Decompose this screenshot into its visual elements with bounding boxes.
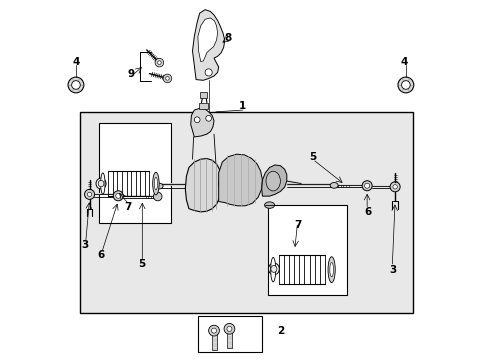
Text: 7: 7 (294, 220, 302, 230)
Ellipse shape (265, 171, 280, 191)
Circle shape (205, 116, 211, 121)
Bar (199, 103, 207, 109)
Circle shape (72, 81, 80, 89)
Ellipse shape (329, 262, 333, 277)
Circle shape (84, 189, 94, 199)
Circle shape (401, 81, 409, 89)
Bar (80, 112, 412, 313)
Bar (99, 123, 171, 223)
Circle shape (165, 77, 169, 80)
Ellipse shape (270, 257, 275, 282)
Polygon shape (261, 165, 286, 196)
Ellipse shape (329, 183, 337, 188)
Ellipse shape (98, 180, 104, 187)
Circle shape (208, 325, 219, 336)
Circle shape (226, 326, 231, 331)
Circle shape (392, 185, 396, 189)
Circle shape (113, 191, 123, 201)
Text: 6: 6 (364, 207, 371, 217)
Circle shape (157, 61, 161, 64)
Text: 5: 5 (308, 152, 316, 162)
Bar (211, 330, 216, 350)
Circle shape (155, 58, 163, 67)
Bar (198, 316, 262, 352)
Ellipse shape (96, 178, 106, 189)
Text: 8: 8 (224, 33, 231, 43)
Polygon shape (190, 108, 214, 137)
Circle shape (389, 182, 399, 192)
Circle shape (397, 77, 413, 93)
Ellipse shape (155, 183, 163, 189)
Ellipse shape (268, 263, 279, 275)
Text: 6: 6 (97, 250, 104, 260)
Text: 2: 2 (276, 325, 284, 336)
Circle shape (211, 328, 216, 333)
Bar (226, 329, 231, 348)
Circle shape (153, 192, 162, 201)
Ellipse shape (270, 266, 276, 273)
Circle shape (163, 74, 171, 83)
Text: 4: 4 (72, 57, 80, 67)
Circle shape (364, 183, 369, 188)
Text: 5: 5 (139, 259, 145, 269)
Circle shape (87, 192, 92, 197)
Text: 7: 7 (124, 202, 131, 212)
Polygon shape (192, 10, 224, 80)
Circle shape (194, 117, 200, 123)
Bar (267, 205, 346, 295)
Circle shape (204, 69, 212, 76)
Circle shape (116, 193, 121, 198)
Circle shape (224, 323, 234, 334)
Text: 9: 9 (128, 69, 135, 79)
Text: 3: 3 (81, 239, 88, 249)
Ellipse shape (154, 177, 157, 190)
Polygon shape (185, 158, 220, 212)
Ellipse shape (101, 173, 105, 194)
Text: 4: 4 (400, 57, 407, 67)
Ellipse shape (264, 202, 274, 208)
Text: 1: 1 (239, 102, 246, 112)
Ellipse shape (327, 257, 335, 283)
Circle shape (362, 181, 371, 191)
Circle shape (68, 77, 83, 93)
Text: 3: 3 (389, 265, 396, 275)
Ellipse shape (152, 172, 159, 195)
Polygon shape (198, 18, 217, 62)
Bar (199, 92, 206, 98)
Polygon shape (218, 154, 262, 206)
